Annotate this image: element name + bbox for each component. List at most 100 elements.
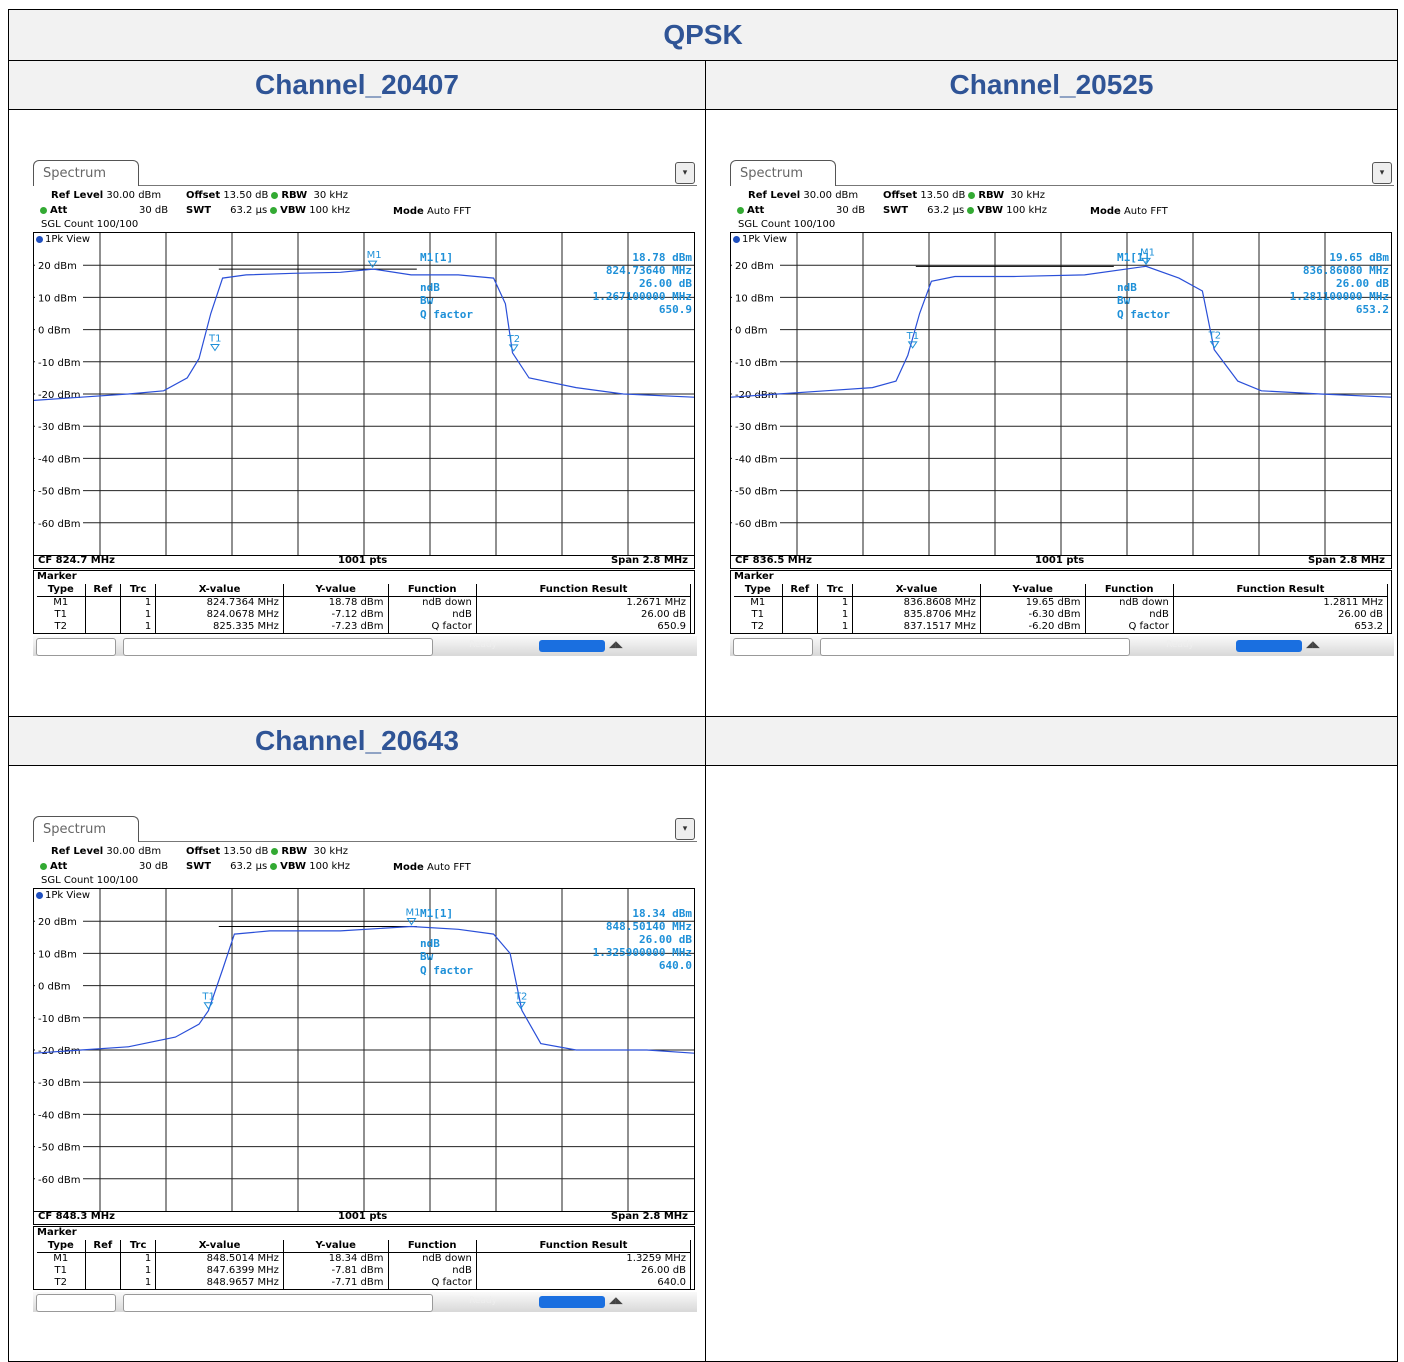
readout-label-ndb: ndB [420, 281, 440, 294]
y-tick-label-bg [732, 355, 780, 367]
sgl-count: SGL Count 100/100 [41, 219, 139, 230]
y-tick-label: 10 dBm [38, 293, 77, 304]
table-row: T1 1 835.8706 MHz -6.30 dBm ndB 26.00 dB [734, 609, 1389, 621]
status-field-2[interactable] [123, 1294, 433, 1312]
spectrum-tab[interactable]: Spectrum [33, 816, 139, 842]
readout-value: 640.0 [658, 959, 692, 972]
channel-header-label: Channel_20525 [949, 69, 1154, 100]
marker-triangle-t1 [210, 344, 220, 352]
dropdown-icon[interactable]: ▾ [675, 818, 695, 840]
table-cell: -6.30 dBm [980, 609, 1086, 621]
table-cell: Q factor [1085, 621, 1174, 633]
table-cell: 26.00 dB [476, 609, 692, 621]
readout-label-m1: M1[1] [420, 251, 454, 264]
table-cell: T2 [37, 621, 86, 633]
marker-label-t2: T2 [507, 334, 520, 345]
att-param: Att [37, 861, 67, 872]
status-field-2[interactable] [820, 638, 1130, 656]
column-header: Y-value [980, 584, 1086, 597]
y-tick-label-bg [35, 355, 83, 367]
tab-divider [139, 841, 697, 842]
table-cell [782, 609, 819, 621]
y-tick-label: -20 dBm [38, 390, 80, 401]
table-cell: 653.2 [1173, 621, 1389, 633]
ref-level-param: Ref Level 30.00 dBm [51, 846, 162, 857]
marker-triangle-m1 [406, 918, 417, 926]
marker-label-m1: M1 [367, 250, 382, 261]
y-tick-label: 0 dBm [38, 982, 71, 993]
progress-bar [539, 640, 605, 652]
column-header: X-value [155, 1240, 284, 1253]
spectrum-graph: 1Pk View 20 dBm 10 dBm 0 dBm -10 dBm -20 dBm… [33, 888, 695, 1212]
column-header: Function Result [1173, 584, 1389, 597]
readout-value: 19.65 dBm [1329, 251, 1389, 264]
y-tick-label: -10 dBm [38, 358, 80, 369]
table-cell: T2 [734, 621, 783, 633]
table-cell: T1 [37, 1265, 86, 1277]
table-cell: 836.8608 MHz [852, 596, 981, 609]
dropdown-icon[interactable]: ▾ [675, 162, 695, 184]
table-cell: 1 [120, 1252, 157, 1265]
table-cell: 1 [817, 596, 854, 609]
readout-value: 650.9 [658, 303, 692, 316]
y-tick-label-bg [35, 1076, 83, 1088]
table-cell: M1 [37, 1252, 86, 1265]
channel-header-3: Channel_20643 [8, 716, 706, 766]
view-label: 1Pk View [733, 234, 787, 245]
readout-value: 18.78 dBm [632, 251, 692, 264]
progress-bar [539, 1296, 605, 1308]
marker-triangle-t2 [1209, 341, 1220, 349]
y-tick-label-bg [35, 452, 83, 464]
swt-param: SWT 63.2 µs VBW 100 kHz [186, 861, 351, 872]
column-header: Y-value [283, 584, 389, 597]
status-icon: ◢◣ [1306, 640, 1320, 650]
marker-label-t1: T1 [906, 331, 919, 342]
y-tick-label-bg [732, 291, 780, 303]
table-cell: 18.78 dBm [283, 596, 389, 609]
status-field-1[interactable] [733, 638, 813, 656]
marker-triangle-t1 [907, 341, 918, 349]
table-cell: M1 [734, 596, 783, 609]
spectrum-tab-label: Spectrum [740, 166, 803, 181]
status-ready-label: Ready [469, 1296, 497, 1306]
column-header: X-value [155, 584, 284, 597]
status-ready-label: Ready [469, 640, 497, 650]
marker-triangle-m1 [1141, 257, 1151, 266]
status-field-2[interactable] [123, 638, 433, 656]
view-label: 1Pk View [36, 234, 90, 245]
y-tick-label: -40 dBm [735, 454, 777, 465]
status-field-1[interactable] [36, 1294, 116, 1312]
y-tick-label-bg [35, 947, 83, 959]
table-cell: 847.6399 MHz [155, 1265, 284, 1277]
spectrum-tab[interactable]: Spectrum [730, 160, 836, 186]
table-cell: 18.34 dBm [283, 1252, 389, 1265]
y-tick-label: -50 dBm [735, 487, 777, 498]
table-cell: T1 [37, 609, 86, 621]
readout-label-qfactor: Q factor [420, 308, 473, 321]
readout-label-m1: M1[1] [1117, 251, 1151, 264]
y-tick-label-bg [35, 979, 83, 991]
status-dot-icon [271, 847, 279, 855]
spectrum-graph: 1Pk View 20 dBm 10 dBm 0 dBm -10 dBm -20 dBm… [730, 232, 1392, 556]
y-tick-label-bg [35, 388, 83, 399]
y-tick-label: -10 dBm [735, 358, 777, 369]
column-header: Ref [782, 584, 819, 597]
readout-values: 18.34 dBm 848.50140 MHz 26.00 dB 1.32590… [593, 907, 692, 972]
column-header: Ref [85, 584, 122, 597]
readout-label-qfactor: Q factor [1117, 308, 1170, 321]
table-cell [85, 1252, 122, 1265]
readout-value: 653.2 [1355, 303, 1389, 316]
trace-line [34, 925, 694, 1054]
status-dot-icon [270, 206, 278, 214]
y-tick-label: -50 dBm [38, 1143, 80, 1154]
tab-divider [139, 185, 697, 186]
y-tick-label: 20 dBm [38, 261, 77, 272]
table-cell: 1 [817, 609, 854, 621]
spectrum-tab[interactable]: Spectrum [33, 160, 139, 186]
channel-header-2: Channel_20525 [705, 60, 1398, 110]
status-field-1[interactable] [36, 638, 116, 656]
dropdown-icon[interactable]: ▾ [1372, 162, 1392, 184]
table-cell: -6.20 dBm [980, 621, 1086, 633]
